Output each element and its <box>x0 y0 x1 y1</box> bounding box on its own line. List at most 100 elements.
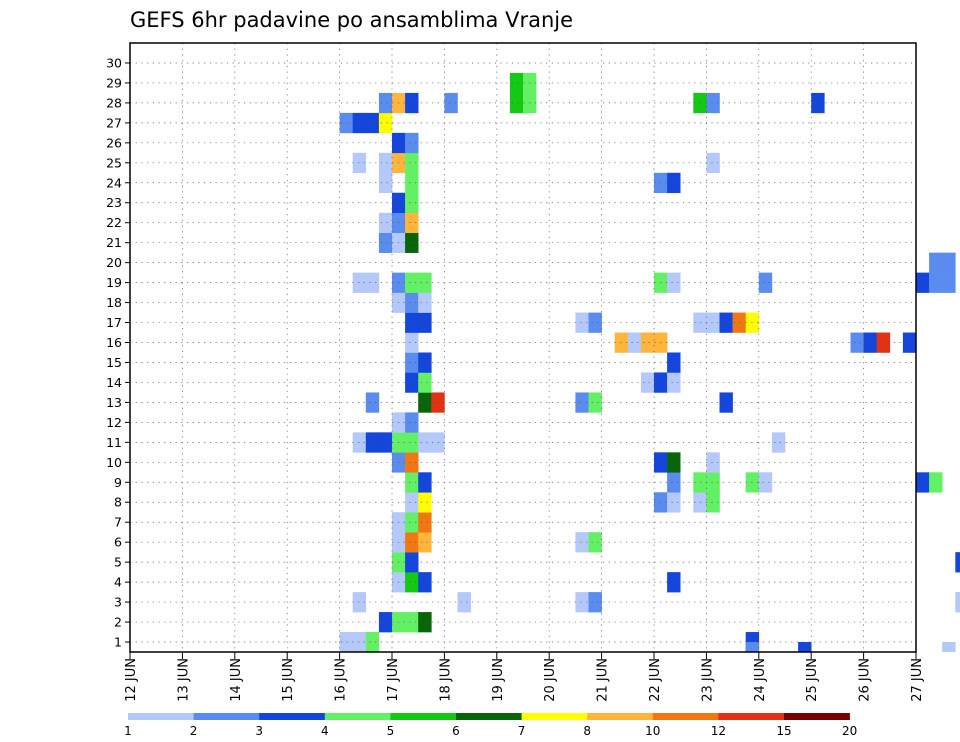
heatmap-cell <box>418 492 432 513</box>
colorbar: 1 2 3 4 5 6 7 8 10 12 15 20 <box>124 713 857 738</box>
heatmap-cell <box>758 472 773 493</box>
heatmap-cell <box>667 272 681 293</box>
heatmap-cell <box>916 272 930 293</box>
heatmap-cell <box>850 332 864 353</box>
heatmap-cell <box>798 642 812 652</box>
heatmap-cell <box>418 272 432 293</box>
x-tick-label: 12 JUN <box>124 658 139 702</box>
heatmap-cell <box>640 372 655 393</box>
heatmap-cell <box>378 152 393 174</box>
heatmap-cell <box>365 632 380 653</box>
heatmap-cell <box>667 372 681 393</box>
heatmap-cell <box>863 332 877 353</box>
heatmap-cell <box>745 642 760 652</box>
heatmap-cell <box>758 272 773 293</box>
x-tick-label: 23 JUN <box>700 658 715 702</box>
x-tick-label: 19 JUN <box>491 658 506 702</box>
heatmap-cell <box>509 92 524 114</box>
heatmap-cell <box>588 312 602 333</box>
colorbar-label: 2 <box>190 724 198 738</box>
heatmap-cell <box>405 572 419 593</box>
heatmap-cell <box>405 312 419 333</box>
y-tick-label: 22 <box>106 215 122 230</box>
y-tick-label: 17 <box>106 315 122 330</box>
colorbar-label: 15 <box>776 724 791 738</box>
y-tick-label: 1 <box>114 635 122 650</box>
heatmap-cell <box>352 642 367 652</box>
heatmap-cell <box>706 472 720 493</box>
y-tick-label: 4 <box>114 575 122 590</box>
heatmap-cell <box>365 392 380 413</box>
heatmap-cell <box>955 592 960 613</box>
heatmap-cell <box>405 152 419 174</box>
heatmap-cell <box>418 392 432 413</box>
heatmap-cell <box>405 432 419 453</box>
heatmap-cell <box>929 252 943 273</box>
x-tick-label: 17 JUN <box>386 658 401 702</box>
colorbar-swatch <box>521 713 588 720</box>
colorbar-label: 8 <box>583 724 591 738</box>
y-tick-label: 23 <box>106 195 122 210</box>
heatmap-cell <box>667 572 681 593</box>
heatmap-cell <box>418 612 432 633</box>
x-tick-label: 14 JUN <box>229 658 244 702</box>
x-tick-label: 25 JUN <box>805 658 820 702</box>
colorbar-swatch <box>324 713 391 720</box>
heatmap-cell <box>509 72 524 94</box>
heatmap-cell <box>667 472 681 493</box>
heatmap-cell <box>378 232 393 253</box>
heatmap-cell <box>405 132 419 154</box>
heatmap-cell <box>378 92 393 114</box>
x-tick-label: 18 JUN <box>438 658 453 702</box>
y-tick-label: 9 <box>114 475 122 490</box>
heatmap-cell <box>942 272 956 293</box>
x-tick-label: 20 JUN <box>543 658 558 702</box>
y-tick-label: 25 <box>106 155 122 170</box>
heatmap-cell <box>418 512 432 533</box>
heatmap-cell <box>405 472 419 493</box>
x-tick-label: 13 JUN <box>176 658 191 702</box>
heatmap-cell <box>405 292 419 313</box>
y-tick-label: 11 <box>106 435 122 450</box>
y-tick-label: 28 <box>106 95 122 110</box>
heatmap-cell <box>352 272 367 293</box>
heatmap-cell <box>811 92 825 114</box>
x-tick-label: 26 JUN <box>858 658 873 702</box>
colorbar-label: 20 <box>842 724 857 738</box>
y-tick-label: 15 <box>106 355 122 370</box>
y-tick-label: 19 <box>106 275 122 290</box>
x-tick-label: 22 JUN <box>648 658 663 702</box>
heatmap-cell <box>667 172 681 194</box>
y-tick-label: 3 <box>114 595 122 610</box>
x-tick-label: 21 JUN <box>596 658 611 702</box>
y-tick-label: 26 <box>106 135 122 150</box>
gridlines <box>130 43 916 652</box>
heatmap-cell <box>418 352 432 373</box>
colorbar-swatch <box>784 713 850 720</box>
colorbar-swatch <box>456 713 522 720</box>
heatmap-cell <box>339 642 353 652</box>
plot-frame <box>129 42 917 653</box>
heatmap-cell <box>418 472 432 493</box>
x-tick-label: 24 JUN <box>753 658 768 702</box>
heatmap-cell <box>575 592 589 613</box>
y-tick-label: 24 <box>106 175 122 190</box>
heatmap-cell <box>706 452 720 473</box>
heatmap-cell <box>444 92 458 114</box>
heatmap-cell <box>640 332 655 353</box>
heatmap-cell <box>588 592 602 613</box>
colorbar-label: 5 <box>387 724 395 738</box>
heatmap-cell <box>667 492 681 513</box>
colorbar-label: 7 <box>518 724 526 738</box>
heatmap-cell <box>418 572 432 593</box>
chart-title: GEFS 6hr padavine po ansamblima Vranje <box>130 8 573 32</box>
y-tick-label: 27 <box>106 115 122 130</box>
heatmap-cell <box>627 332 642 353</box>
heatmap-cell <box>405 492 419 513</box>
heatmap-cell <box>365 432 380 453</box>
heatmap-cell <box>405 212 419 233</box>
heatmap-cell <box>405 552 419 573</box>
colorbar-swatch <box>128 713 194 720</box>
heatmap-cell <box>378 172 393 194</box>
